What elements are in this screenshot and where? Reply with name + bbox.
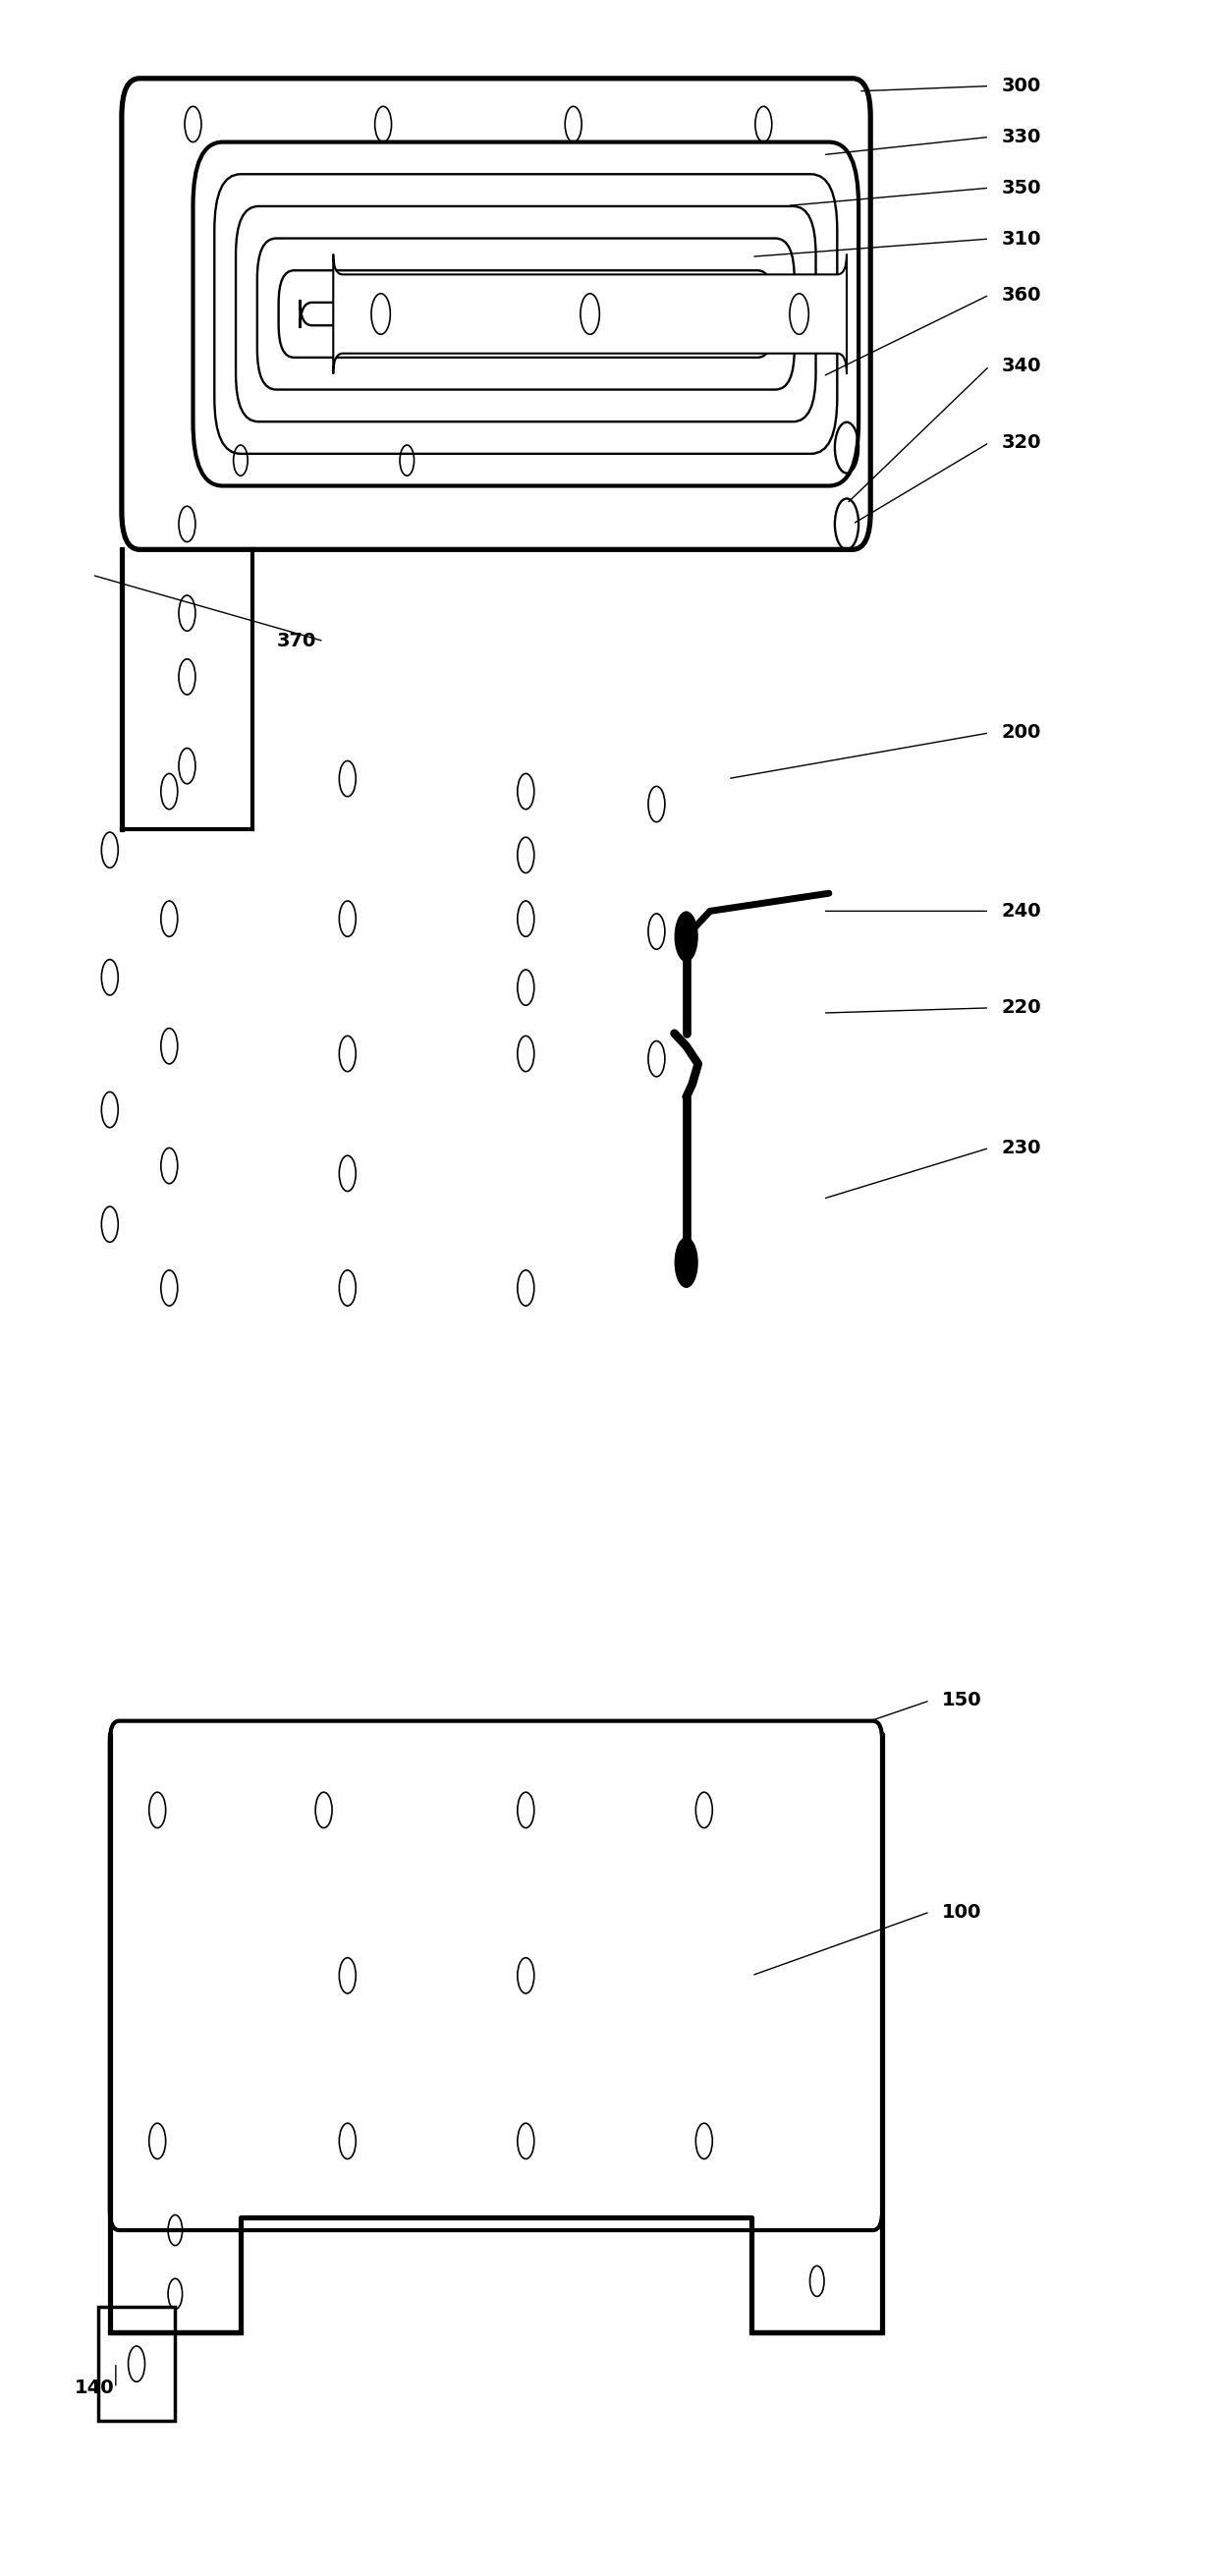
Text: 370: 370 bbox=[276, 631, 315, 652]
Text: 200: 200 bbox=[1001, 724, 1041, 742]
Text: 230: 230 bbox=[1001, 1139, 1041, 1157]
Text: 340: 340 bbox=[1001, 358, 1041, 376]
FancyBboxPatch shape bbox=[192, 142, 859, 487]
Text: 320: 320 bbox=[1001, 433, 1041, 451]
Text: 100: 100 bbox=[942, 1904, 982, 1922]
FancyBboxPatch shape bbox=[279, 270, 773, 358]
Circle shape bbox=[675, 1236, 698, 1288]
FancyBboxPatch shape bbox=[334, 255, 847, 374]
FancyBboxPatch shape bbox=[214, 175, 837, 453]
Circle shape bbox=[675, 912, 698, 961]
Text: 240: 240 bbox=[1001, 902, 1041, 920]
FancyBboxPatch shape bbox=[300, 299, 752, 327]
Text: 310: 310 bbox=[1001, 229, 1041, 247]
Text: 300: 300 bbox=[1001, 77, 1040, 95]
Text: 150: 150 bbox=[942, 1692, 982, 1710]
FancyBboxPatch shape bbox=[236, 206, 816, 422]
Text: 360: 360 bbox=[1001, 286, 1041, 304]
Text: 350: 350 bbox=[1001, 178, 1041, 198]
Bar bbox=[97, 2306, 175, 2421]
FancyBboxPatch shape bbox=[110, 1721, 882, 2231]
Text: 330: 330 bbox=[1001, 129, 1041, 147]
FancyBboxPatch shape bbox=[122, 77, 871, 549]
FancyBboxPatch shape bbox=[257, 240, 794, 389]
Text: 220: 220 bbox=[1001, 999, 1041, 1018]
Text: 140: 140 bbox=[74, 2378, 114, 2398]
